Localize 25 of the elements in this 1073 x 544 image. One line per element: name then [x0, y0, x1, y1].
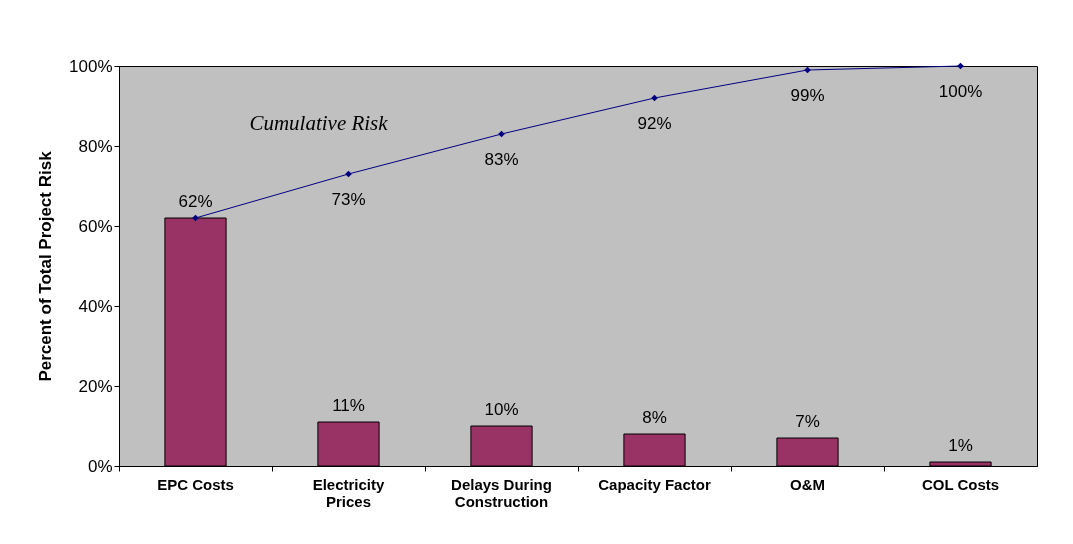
series-label: Cumulative Risk [249, 111, 389, 135]
y-tick-label: 0% [87, 456, 113, 476]
x-tick-label: Delays During Construction [451, 475, 552, 510]
x-tick-label: Capacity Factor [598, 475, 711, 493]
x-tick-label: COL Costs [921, 475, 1000, 493]
data-label: 62% [178, 192, 213, 211]
data-label: 99% [790, 86, 825, 105]
data-label: 100% [938, 82, 983, 101]
y-tick-label: 60% [78, 216, 113, 236]
x-tick-label: O&M [790, 475, 825, 493]
y-axis-title: Percent of Total Project Risk [36, 150, 56, 382]
x-tick-label: Electricity Prices [312, 475, 385, 510]
data-label: 10% [484, 400, 519, 419]
data-label: 92% [637, 114, 672, 133]
data-label: 11% [332, 396, 365, 415]
y-tick-label: 100% [69, 56, 113, 76]
y-tick-label: 40% [78, 296, 113, 316]
data-label: 1% [948, 436, 973, 455]
data-label: 8% [642, 408, 667, 427]
y-tick-label: 80% [78, 136, 113, 156]
data-label: 73% [331, 190, 366, 209]
data-label: 83% [484, 150, 519, 169]
y-tick-label: 20% [78, 376, 113, 396]
x-tick-label: EPC Costs [157, 475, 234, 493]
data-label: 7% [795, 412, 820, 431]
